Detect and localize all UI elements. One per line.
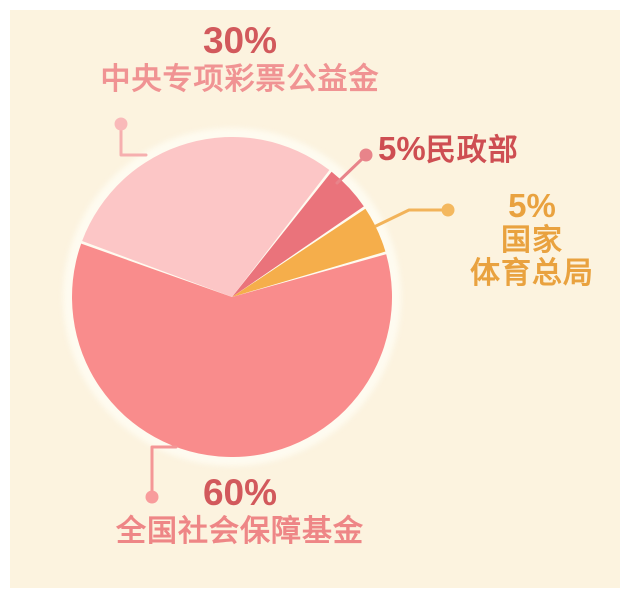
label-lottery: 30% 中央专项彩票公益金 xyxy=(60,21,420,96)
label-lottery-percent: 30% xyxy=(202,20,278,61)
label-civil-affairs: 5%民政部 xyxy=(378,131,519,167)
label-sport-name-line1: 国家 xyxy=(501,223,563,257)
pie-slice xyxy=(232,208,386,297)
pie-slice xyxy=(82,137,330,297)
label-sport: 5% 国家 体育总局 xyxy=(462,188,602,290)
label-civil-affairs-percent: 5% xyxy=(378,130,426,167)
pie-chart xyxy=(63,128,401,466)
pie-slice xyxy=(232,171,364,297)
label-sport-name-line2: 体育总局 xyxy=(470,257,594,291)
label-sport-percent: 5% xyxy=(508,187,556,224)
label-social-security-name: 全国社会保障基金 xyxy=(116,514,364,548)
pie-slices xyxy=(72,137,392,457)
pie-slice xyxy=(72,243,392,457)
label-social-security: 60% 全国社会保障基金 xyxy=(80,473,400,548)
label-social-security-percent: 60% xyxy=(202,472,278,513)
label-civil-affairs-name: 民政部 xyxy=(425,134,519,167)
label-lottery-name: 中央专项彩票公益金 xyxy=(100,62,380,96)
